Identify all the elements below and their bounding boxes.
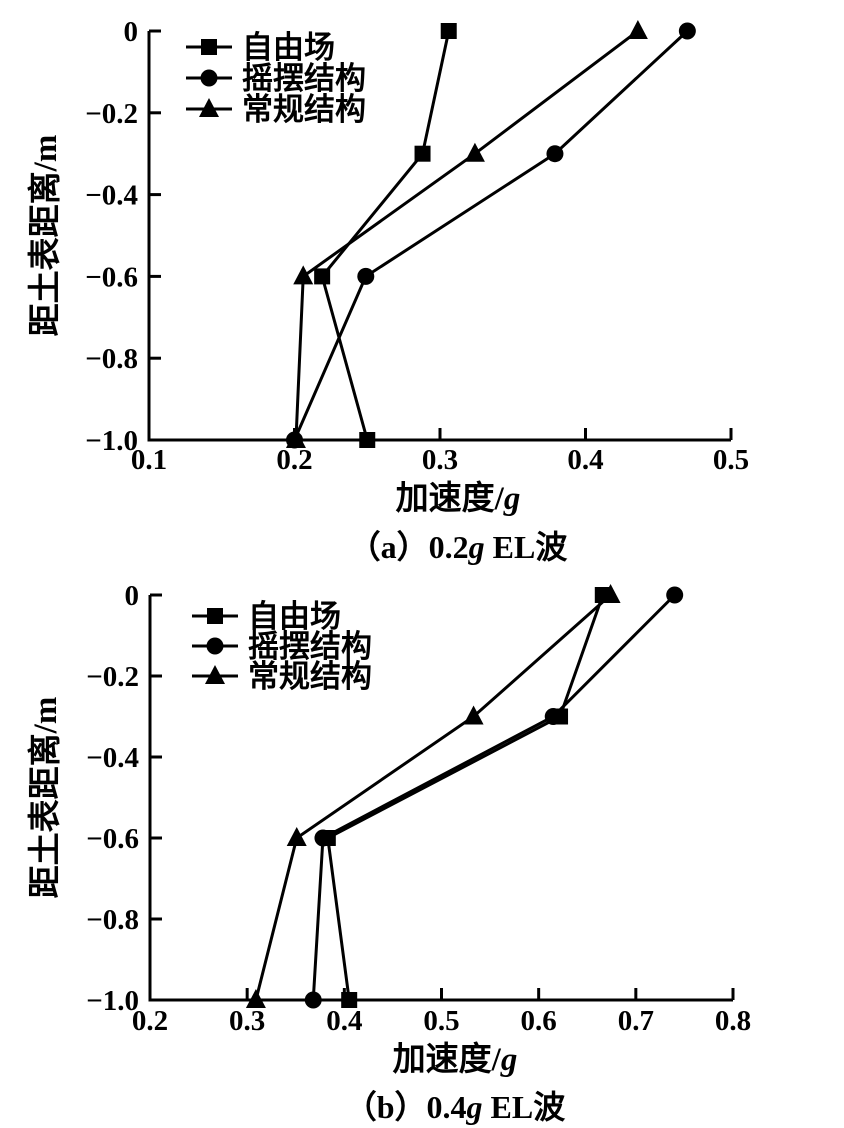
panel-b-y-tick-label: −0.8 xyxy=(86,904,139,936)
panel-a-data-point-triangle xyxy=(293,265,314,285)
panel-a-data-point-square xyxy=(359,432,376,448)
panel-a-data-point-circle xyxy=(286,431,303,449)
panel-b-legend-label: 常规结构 xyxy=(248,659,372,694)
panel-a-legend-marker xyxy=(199,98,219,117)
panel-b-x-tick-label: 0.2 xyxy=(132,1005,168,1037)
panel-b-data-point-triangle xyxy=(286,827,307,846)
panel-b-data-point-square xyxy=(319,830,336,846)
panel-a-data-point-circle xyxy=(546,145,564,163)
panel-a-data-point-circle xyxy=(678,22,696,40)
panel-a-x-tick-label: 0.1 xyxy=(131,444,167,476)
panel-a-caption: （a）0.2g EL波 xyxy=(349,529,568,565)
panel-b-x-tick-label: 0.4 xyxy=(326,1005,362,1037)
panel-a-series-line-square xyxy=(320,30,451,441)
panel-a-legend-label: 摇摆结构 xyxy=(242,61,366,96)
panel-b-x-tick-label: 0.7 xyxy=(618,1005,654,1037)
panel-a-series-line-triangle xyxy=(294,29,639,441)
panel-b-y-tick-label: −0.4 xyxy=(86,742,139,774)
panel-a-y-tick-label: −0.2 xyxy=(85,98,138,130)
panel-a-legend-marker xyxy=(201,39,217,55)
panel-b-legend-marker xyxy=(207,608,223,624)
panel-a-x-tick-label: 0.3 xyxy=(422,444,458,476)
panel-b-series-line-circle xyxy=(311,593,676,1001)
panel-a-y-tick-label: −1.0 xyxy=(85,425,138,457)
panel-b-legend-marker xyxy=(205,665,225,684)
panel-b-y-tick-label: −0.6 xyxy=(86,823,139,855)
panel-a-data-point-square xyxy=(440,23,457,39)
panel-b-data-point-circle xyxy=(304,991,322,1009)
panel-b-series-line-triangle xyxy=(254,593,612,1001)
panel-b-legend-label: 摇摆结构 xyxy=(248,629,372,664)
panel-b-data-point-triangle xyxy=(245,989,266,1008)
panel-b-data-point-square xyxy=(341,992,358,1008)
panel-b-x-tick-label: 0.3 xyxy=(229,1005,265,1037)
panel-b-data-point-square xyxy=(594,587,611,603)
panel-a-data-point-circle xyxy=(357,267,375,285)
panel-a-x-axis-label: 加速度/g xyxy=(396,480,521,517)
panel-a-y-tick-label: −0.4 xyxy=(85,180,138,212)
panel-a-y-tick-label: 0 xyxy=(124,16,139,48)
panel-a-legend-label: 自由场 xyxy=(242,30,335,65)
panel-a-x-tick-label: 0.4 xyxy=(567,444,603,476)
panel-b-x-axis-label: 加速度/g xyxy=(393,1041,518,1078)
panel-b-legend-marker xyxy=(206,637,224,655)
panel-a-series-line-circle xyxy=(293,29,689,441)
panel-a-y-tick-label: −0.6 xyxy=(85,261,138,293)
panel-b-data-point-triangle xyxy=(463,705,484,725)
panel-b-y-tick-label: 0 xyxy=(125,580,140,612)
panel-b-y-axis-label: 距土表距离/m xyxy=(26,697,64,899)
panel-a-x-tick-label: 0.5 xyxy=(713,444,749,476)
panel-a-legend-marker xyxy=(200,69,218,87)
panel-b-data-point-square xyxy=(552,708,569,725)
panel-b-data-point-circle xyxy=(666,586,684,604)
panel-b-x-tick-label: 0.8 xyxy=(715,1005,751,1037)
panel-a-data-point-square xyxy=(414,145,431,162)
panel-b-y-tick-label: −1.0 xyxy=(86,985,139,1017)
panel-b-series-line-square xyxy=(326,594,605,1001)
panel-b-x-tick-label: 0.5 xyxy=(423,1005,459,1037)
panel-b-x-tick-label: 0.6 xyxy=(521,1005,557,1037)
panel-b-caption: （b）0.4g EL波 xyxy=(345,1089,566,1125)
panel-b-legend-label: 自由场 xyxy=(248,599,341,634)
panel-a-data-point-triangle xyxy=(627,20,648,39)
panel-a-y-axis-label: 距土表距离/m xyxy=(26,135,64,337)
panel-a-data-point-triangle xyxy=(464,142,485,162)
panel-b-y-tick-label: −0.2 xyxy=(86,661,139,693)
panel-a-legend-label: 常规结构 xyxy=(242,92,366,127)
panel-a-x-tick-label: 0.2 xyxy=(276,444,312,476)
panel-a-data-point-square xyxy=(314,268,331,285)
panel-a-y-tick-label: −0.8 xyxy=(85,343,138,375)
